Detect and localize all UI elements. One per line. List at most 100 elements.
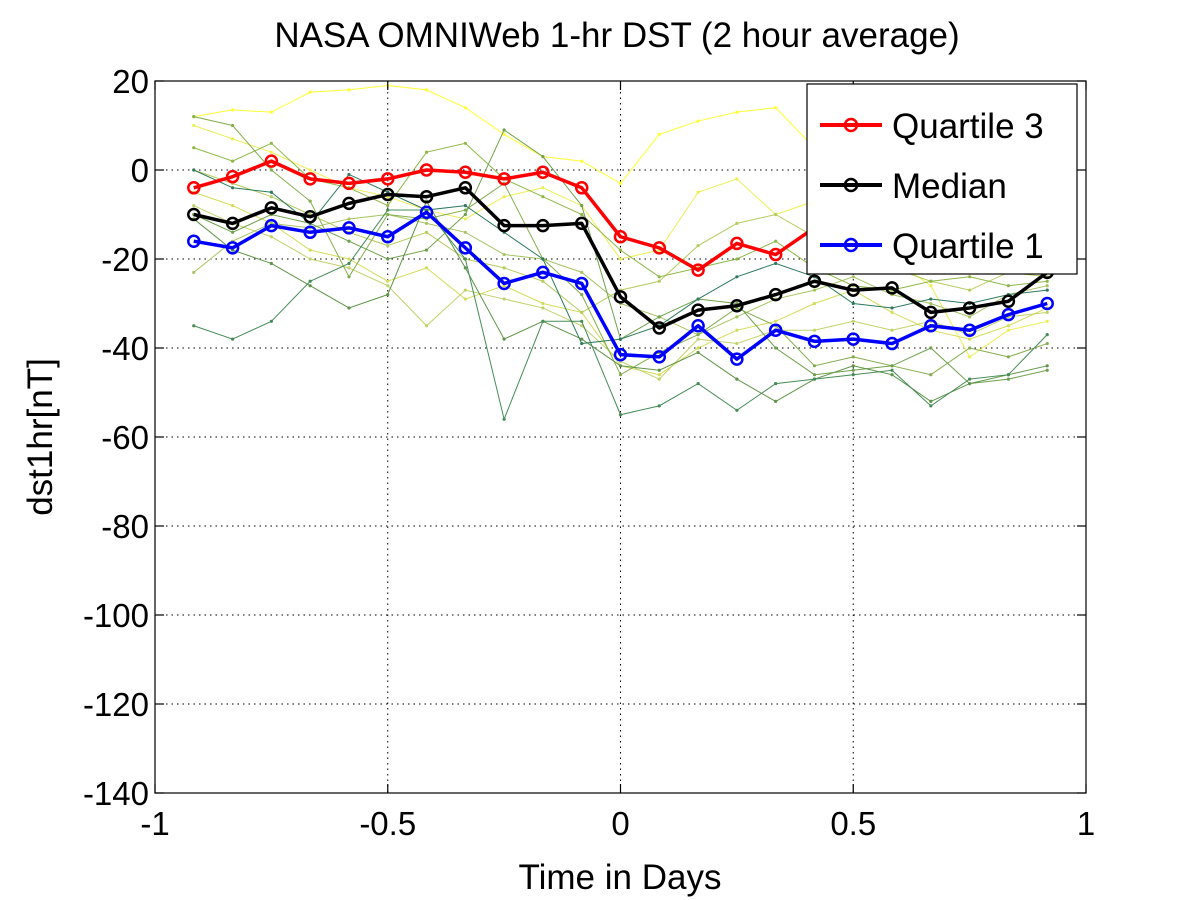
- series-point-quartile-1: [807, 334, 822, 349]
- series-point-median: [187, 207, 201, 222]
- series-point-quartile-1: [846, 332, 860, 346]
- background-series-point: [386, 284, 390, 288]
- background-series-point: [541, 301, 545, 306]
- background-series-point: [541, 186, 545, 190]
- series-line-median: [193, 186, 1049, 330]
- background-series-point: [230, 186, 235, 190]
- series-point-quartile-1: [924, 319, 938, 333]
- series-point-median: [807, 274, 822, 288]
- background-series-point: [541, 319, 545, 323]
- series-point-median: [885, 281, 899, 295]
- background-series-point: [463, 230, 467, 234]
- series-quartile-1: [187, 205, 1054, 366]
- background-series-point: [386, 257, 390, 261]
- background-series-point: [1045, 319, 1049, 323]
- background-series-point: [1045, 368, 1049, 372]
- background-series-point: [618, 413, 623, 417]
- series-point-quartile-1: [264, 218, 279, 233]
- legend-entry-quartile-3: Quartile 3: [820, 107, 1044, 146]
- background-series-point: [851, 355, 855, 359]
- background-series-point: [968, 315, 972, 319]
- background-series-point: [580, 310, 584, 314]
- background-series-point: [1045, 341, 1049, 346]
- background-series-11: [192, 208, 1049, 421]
- x-tick-label: 1: [1077, 805, 1095, 842]
- background-series-point: [424, 221, 429, 225]
- series-point-median: [962, 301, 977, 315]
- series-point-quartile-1: [497, 276, 511, 291]
- series-point-median: [613, 290, 628, 304]
- background-series-point: [774, 261, 778, 266]
- background-series-point: [347, 306, 351, 310]
- background-series-point: [463, 208, 467, 212]
- series-point-quartile-3: [536, 165, 550, 179]
- background-series-point: [463, 297, 467, 301]
- background-series-point: [696, 244, 700, 248]
- background-series-point: [580, 212, 584, 217]
- series-point-median: [924, 305, 938, 320]
- y-axis-label: dst1hr[nT]: [21, 358, 60, 516]
- legend-entry-median: Median: [820, 167, 1007, 206]
- background-series-point: [192, 146, 196, 150]
- background-series-point: [269, 190, 273, 194]
- background-series-point: [424, 248, 429, 252]
- background-series-point: [735, 328, 739, 332]
- background-series-point: [696, 350, 700, 355]
- background-series-point: [657, 279, 661, 283]
- background-series-point: [269, 319, 273, 323]
- background-series-point: [347, 257, 351, 261]
- background-series-point: [735, 408, 739, 412]
- background-series-point: [890, 373, 894, 377]
- background-series-point: [851, 373, 855, 377]
- background-series-point: [657, 373, 661, 377]
- series-point-quartile-1: [768, 323, 783, 337]
- background-series-point: [812, 328, 817, 332]
- background-series-point: [812, 373, 817, 377]
- series-point-quartile-1: [1040, 296, 1054, 311]
- background-series-point: [502, 337, 506, 341]
- axis-ticks: -1 -0.5 0 0.5 1 -140 -120 -100 -80 -60 -40 -20 0 20: [83, 63, 1095, 842]
- background-series-point: [1006, 284, 1011, 288]
- background-series-point: [735, 110, 739, 114]
- background-series-point: [308, 199, 312, 203]
- background-series-point: [580, 337, 584, 341]
- background-series-point: [696, 333, 700, 337]
- background-series-point: [386, 279, 390, 283]
- background-series-point: [541, 306, 545, 310]
- series-point-quartile-3: [613, 230, 628, 244]
- background-series-point: [269, 150, 273, 154]
- background-series-point: [192, 324, 196, 328]
- background-series-point: [269, 110, 273, 114]
- background-series-point: [308, 257, 312, 261]
- background-series-point: [347, 239, 351, 243]
- background-series-point: [929, 399, 933, 403]
- background-series-point: [774, 399, 778, 403]
- series-point-median: [419, 189, 434, 204]
- background-series-point: [580, 159, 584, 163]
- background-series-point: [618, 364, 623, 368]
- background-series-point: [812, 301, 817, 306]
- series-point-median: [768, 287, 783, 302]
- background-series-point: [424, 266, 429, 270]
- series-point-quartile-3: [225, 169, 240, 184]
- background-series-point: [735, 177, 739, 181]
- background-series-point: [463, 106, 467, 110]
- background-series-point: [1045, 288, 1049, 292]
- background-series-point: [502, 252, 506, 257]
- background-series-point: [696, 382, 700, 386]
- background-series-point: [890, 306, 894, 310]
- series-point-median: [342, 196, 356, 211]
- background-series-point: [347, 88, 351, 92]
- series-point-quartile-1: [187, 234, 201, 248]
- series-point-median: [730, 298, 744, 313]
- series-point-median: [458, 181, 473, 195]
- background-series-point: [929, 279, 933, 283]
- background-series-point: [386, 212, 390, 217]
- series-point-quartile-3: [497, 172, 511, 186]
- series-point-quartile-1: [342, 221, 356, 235]
- series-point-median: [303, 209, 317, 224]
- background-series-point: [696, 190, 700, 194]
- background-series-point: [968, 337, 972, 341]
- background-series-point: [851, 275, 855, 279]
- background-series-point: [618, 337, 623, 341]
